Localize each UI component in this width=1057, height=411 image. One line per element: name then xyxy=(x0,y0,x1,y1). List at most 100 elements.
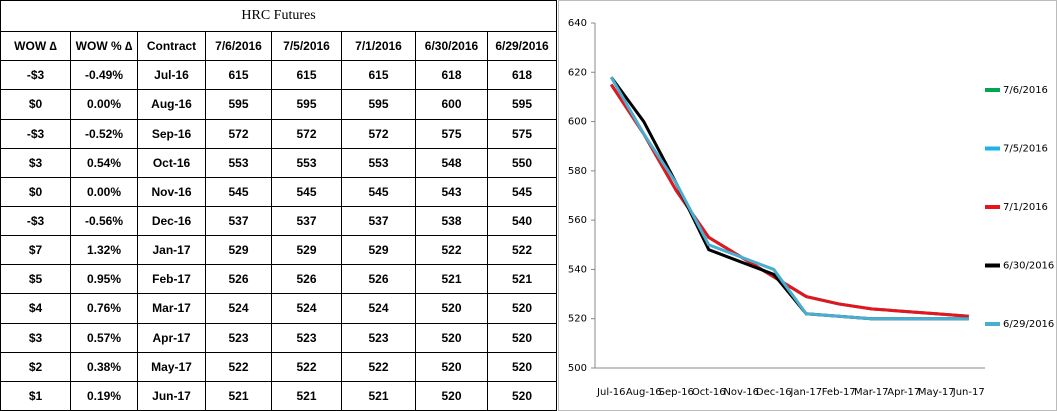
table-cell: 553 xyxy=(341,147,416,178)
table-cell: 572 xyxy=(205,118,272,149)
table-cell: 540 xyxy=(486,205,558,237)
table-cell: Dec-16 xyxy=(137,205,206,237)
table-cell: 0.76% xyxy=(70,293,138,324)
table-cell: 520 xyxy=(415,380,488,411)
table-cell: 529 xyxy=(205,235,272,266)
table-cell: 520 xyxy=(415,322,488,353)
table-cell: -0.52% xyxy=(70,118,138,149)
table-cell: $7 xyxy=(0,235,71,266)
table-cell: $3 xyxy=(0,147,71,178)
table-row: $3 0.54% Oct-16 553 553 553 548 550 xyxy=(0,147,558,178)
table-cell: Jul-16 xyxy=(137,60,206,91)
header-cell: Contract xyxy=(137,31,206,62)
x-tick-label: Oct-16 xyxy=(692,387,726,398)
table-row: -$3 -0.52% Sep-16 572 572 572 575 575 xyxy=(0,118,558,149)
table-cell: 520 xyxy=(415,351,488,382)
table-cell: 526 xyxy=(271,264,342,295)
header-cell: 7/6/2016 xyxy=(205,31,272,62)
table-cell: 545 xyxy=(341,176,416,207)
y-tick-label: 520 xyxy=(568,314,587,325)
table-cell: 0.19% xyxy=(70,380,138,411)
table-row: $1 0.19% Jun-17 521 521 521 520 520 xyxy=(0,380,558,411)
series-line xyxy=(609,83,969,318)
table-cell: $0 xyxy=(0,176,71,207)
table-cell: $1 xyxy=(0,380,71,411)
table-cell: 618 xyxy=(415,60,488,91)
table-cell: 615 xyxy=(271,60,342,91)
table-cell: Apr-17 xyxy=(137,322,206,353)
table-cell: 615 xyxy=(341,60,416,91)
table-cell: 595 xyxy=(271,89,342,120)
table-cell: 550 xyxy=(486,147,558,178)
table-cell: Mar-17 xyxy=(137,293,206,324)
table-cell: 0.38% xyxy=(70,351,138,382)
y-tick-label: 580 xyxy=(568,166,587,177)
table-row: $7 1.32% Jan-17 529 529 529 522 522 xyxy=(0,235,558,266)
header-row: WOW ∆ WOW % ∆ Contract 7/6/2016 7/5/2016 7/1/… xyxy=(0,31,558,62)
legend-label: 6/30/2016 xyxy=(1003,261,1054,272)
x-tick-label: Aug-16 xyxy=(626,387,662,398)
series-line xyxy=(609,76,969,321)
table-cell: Jan-17 xyxy=(137,235,206,266)
table-cell: -$3 xyxy=(0,60,71,91)
x-tick-label: Dec-16 xyxy=(756,387,792,398)
table-cell: 0.00% xyxy=(70,176,138,207)
table-cell: 520 xyxy=(486,322,558,353)
table-cell: 618 xyxy=(486,60,558,91)
table-cell: 526 xyxy=(341,264,416,295)
table-cell: 522 xyxy=(271,351,342,382)
table-row: $2 0.38% May-17 522 522 522 520 520 xyxy=(0,351,558,382)
table-cell: 521 xyxy=(205,380,272,411)
table-cell: 553 xyxy=(271,147,342,178)
table-cell: Aug-16 xyxy=(137,89,206,120)
y-tick-label: 540 xyxy=(568,264,587,275)
table-cell: 595 xyxy=(205,89,272,120)
table-cell: 521 xyxy=(271,380,342,411)
table-cell: 537 xyxy=(271,205,342,237)
header-cell: WOW ∆ xyxy=(0,31,71,62)
table-cell: 520 xyxy=(486,293,558,324)
table-cell: 537 xyxy=(205,205,272,237)
series-line xyxy=(610,76,969,321)
table-cell: 0.00% xyxy=(70,89,138,120)
table-cell: 521 xyxy=(415,264,488,295)
table-cell: 538 xyxy=(415,205,488,237)
table-title: HRC Futures xyxy=(0,0,558,33)
table-cell: Feb-17 xyxy=(137,264,206,295)
series-line xyxy=(609,83,969,318)
table-cell: 524 xyxy=(205,293,272,324)
legend-label: 6/29/2016 xyxy=(1003,319,1054,330)
table-cell: 545 xyxy=(205,176,272,207)
x-tick-label: Jan-17 xyxy=(789,387,822,398)
table-row: $3 0.57% Apr-17 523 523 523 520 520 xyxy=(0,322,558,353)
table-cell: Jun-17 xyxy=(137,380,206,411)
table-cell: 553 xyxy=(205,147,272,178)
y-tick-label: 620 xyxy=(568,67,587,78)
table-cell: 595 xyxy=(486,89,558,120)
table-cell: Oct-16 xyxy=(137,147,206,178)
table-row: $4 0.76% Mar-17 524 524 524 520 520 xyxy=(0,293,558,324)
table-cell: 523 xyxy=(341,322,416,353)
table-cell: 523 xyxy=(205,322,272,353)
table-cell: 529 xyxy=(271,235,342,266)
y-tick-label: 500 xyxy=(568,363,587,374)
table-cell: $0 xyxy=(0,89,71,120)
table-cell: 520 xyxy=(486,380,558,411)
legend-label: 7/6/2016 xyxy=(1003,85,1048,96)
table-row: -$3 -0.56% Dec-16 537 537 537 538 540 xyxy=(0,205,558,237)
table-cell: 521 xyxy=(341,380,416,411)
x-tick-label: Mar-17 xyxy=(854,387,889,398)
table-cell: 0.95% xyxy=(70,264,138,295)
table-cell: -$3 xyxy=(0,118,71,149)
y-tick-label: 560 xyxy=(568,215,587,226)
table-cell: $4 xyxy=(0,293,71,324)
table-cell: 523 xyxy=(271,322,342,353)
header-cell: 7/5/2016 xyxy=(271,31,342,62)
table-cell: -$3 xyxy=(0,205,71,237)
table-cell: 529 xyxy=(341,235,416,266)
legend-label: 7/5/2016 xyxy=(1003,144,1048,155)
table-cell: 595 xyxy=(341,89,416,120)
legend-label: 7/1/2016 xyxy=(1003,202,1048,213)
table-cell: 0.54% xyxy=(70,147,138,178)
